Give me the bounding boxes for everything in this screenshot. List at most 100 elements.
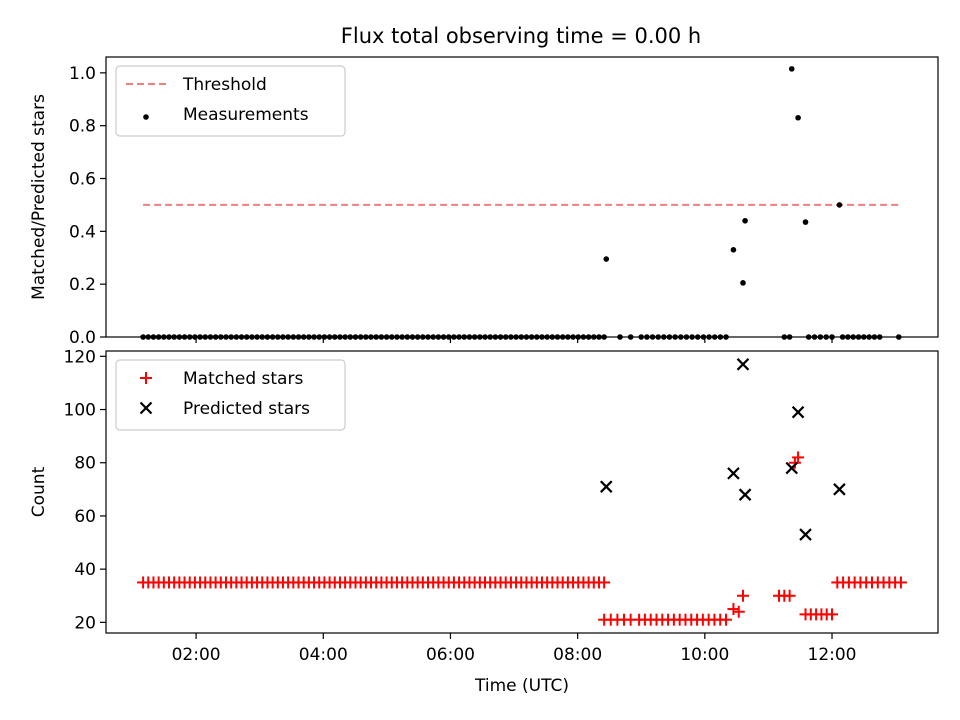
data-point xyxy=(672,334,678,340)
legend: Threshold Measurements xyxy=(115,65,346,137)
x-tick-label: 12:00 xyxy=(808,645,857,665)
data-point xyxy=(425,334,431,340)
data-point xyxy=(440,334,447,340)
data-point xyxy=(876,334,883,340)
data-point xyxy=(373,334,380,340)
data-point xyxy=(855,334,862,340)
data-point xyxy=(850,334,857,340)
data-point xyxy=(720,613,733,626)
data-point xyxy=(861,334,867,340)
data-point-stroke xyxy=(727,467,740,480)
data-point xyxy=(461,334,468,340)
data-point xyxy=(274,334,281,340)
data-point xyxy=(826,608,839,621)
data-point xyxy=(730,247,737,253)
data-point xyxy=(430,334,436,340)
data-point xyxy=(596,334,602,340)
data-point xyxy=(145,334,152,340)
y-tick-label: 0.2 xyxy=(69,275,96,295)
data-point-stroke xyxy=(599,480,613,493)
axes-panel-1: 0.0 0.2 0.4 0.6 0.8 1.0 Matched/Predicted star… xyxy=(29,56,939,348)
data-point xyxy=(655,334,661,340)
y-tick-label: 100 xyxy=(64,401,96,421)
data-point xyxy=(823,334,829,340)
data-point xyxy=(580,334,587,340)
data-point xyxy=(845,334,851,340)
data-point xyxy=(513,334,519,340)
data-point xyxy=(683,334,690,340)
data-point xyxy=(264,334,271,340)
data-point xyxy=(466,334,473,340)
data-point xyxy=(871,334,878,340)
data-point xyxy=(523,334,530,340)
legend-box xyxy=(115,65,346,137)
data-point xyxy=(783,589,796,602)
data-point-stroke xyxy=(736,358,750,371)
y-tick-label: 1.0 xyxy=(69,64,96,84)
data-point xyxy=(212,334,219,340)
data-point xyxy=(409,334,416,340)
data-point xyxy=(471,334,478,340)
data-point xyxy=(352,334,359,340)
axes-frame xyxy=(105,350,939,634)
plots-layer: 0.0 0.2 0.4 0.6 0.8 1.0 Matched/Predicted star… xyxy=(29,56,939,696)
data-point xyxy=(155,334,162,340)
x-tick-label: 04:00 xyxy=(299,645,348,665)
data-point xyxy=(238,334,245,340)
data-point xyxy=(269,334,276,340)
axes-panel-2: 20 40 60 80 100 120 02:00 04:00 06:00 08:00 10:00 1… xyxy=(29,347,939,696)
data-point-stroke xyxy=(799,528,812,541)
data-point xyxy=(207,334,214,340)
data-point xyxy=(727,467,740,480)
data-point xyxy=(549,334,556,340)
data-point xyxy=(321,334,328,340)
data-point xyxy=(603,256,610,262)
data-point xyxy=(492,334,499,340)
x-axis-label: Time (UTC) xyxy=(474,676,569,696)
data-point xyxy=(598,576,611,589)
data-point xyxy=(689,334,695,340)
data-point xyxy=(368,334,374,340)
data-point xyxy=(357,334,364,340)
data-point xyxy=(544,334,550,340)
data-point xyxy=(740,280,746,286)
data-point-stroke xyxy=(785,461,799,475)
data-point xyxy=(791,405,805,419)
legend-label: Matched stars xyxy=(183,369,303,389)
data-point xyxy=(186,334,193,340)
y-tick-label: 0.0 xyxy=(69,328,96,348)
data-point xyxy=(285,334,291,340)
data-point xyxy=(181,334,188,340)
data-point xyxy=(678,334,684,340)
data-point xyxy=(259,334,266,340)
data-point xyxy=(497,334,504,340)
data-point xyxy=(326,334,333,340)
data-point xyxy=(570,334,576,340)
legend-label: Measurements xyxy=(183,105,309,125)
data-point xyxy=(280,334,286,340)
data-point xyxy=(161,334,167,340)
data-point xyxy=(795,114,801,121)
data-point xyxy=(781,334,788,340)
data-point xyxy=(383,334,390,340)
data-point xyxy=(451,334,457,340)
data-point xyxy=(742,217,748,224)
data-point xyxy=(738,488,752,501)
data-point xyxy=(233,334,240,340)
data-point xyxy=(792,451,805,464)
data-point xyxy=(378,334,385,340)
data-point xyxy=(829,334,835,340)
data-point xyxy=(839,334,846,340)
data-point xyxy=(331,334,338,340)
legend-marker xyxy=(139,401,153,415)
data-point xyxy=(399,334,405,340)
data-point xyxy=(414,334,421,340)
data-point xyxy=(254,334,260,340)
data-point xyxy=(666,334,673,340)
data-point xyxy=(727,603,740,616)
data-point xyxy=(895,334,902,340)
x-tick-label: 02:00 xyxy=(172,645,221,665)
data-point xyxy=(420,334,426,340)
data-point xyxy=(585,334,592,340)
